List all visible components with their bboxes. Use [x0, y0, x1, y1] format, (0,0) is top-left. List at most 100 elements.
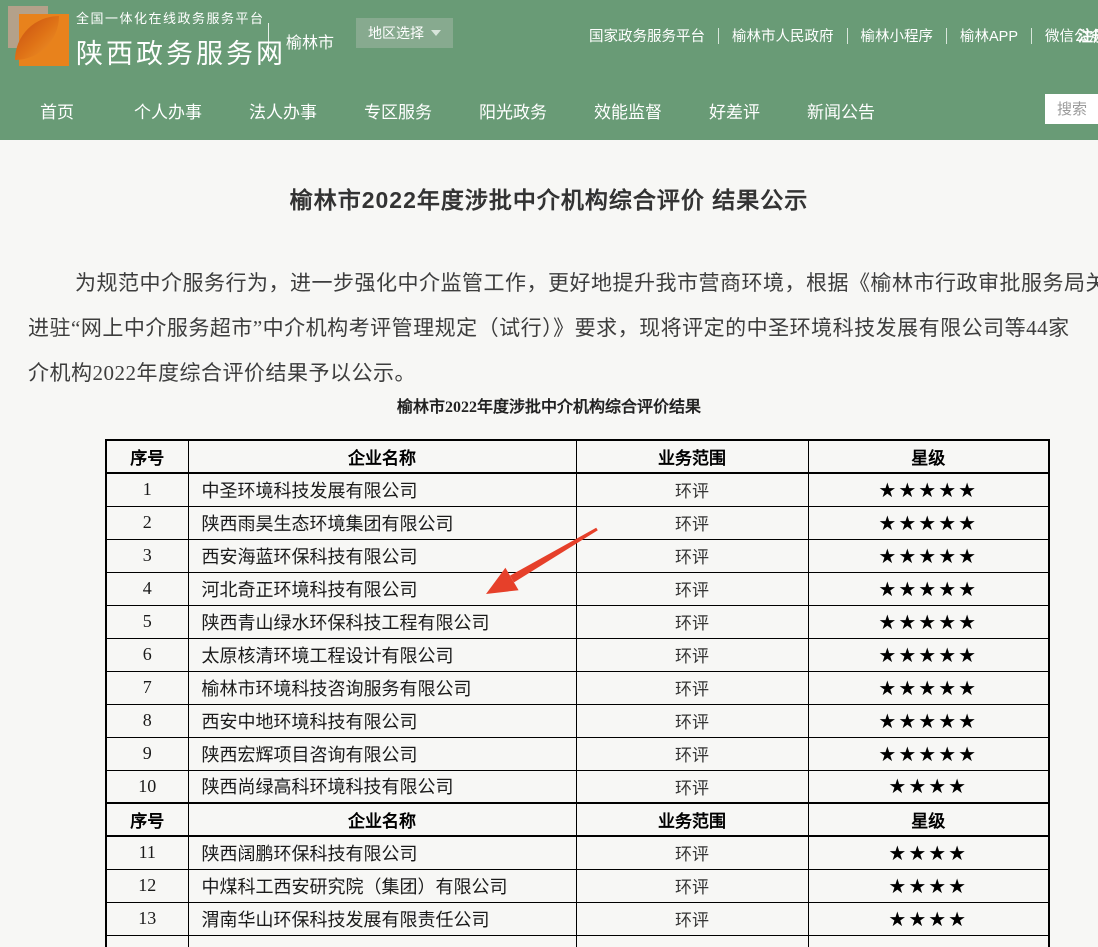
- table-row: 9 陕西宏辉项目咨询有限公司 环评 ★★★★★: [105, 736, 1050, 771]
- cell-scope: 环评: [575, 703, 809, 738]
- cell-no: 4: [105, 571, 189, 606]
- top-link-5[interactable]: 微信公众号: [1045, 29, 1098, 45]
- cell-stars: ★★★★★: [807, 538, 1050, 573]
- cell-no: 3: [105, 538, 189, 573]
- column-header: 序号: [105, 439, 189, 474]
- table-row-partial: [105, 934, 1050, 947]
- cell-scope: 环评: [575, 604, 809, 639]
- cell-scope: 环评: [575, 472, 809, 507]
- cell-empty: [807, 934, 1050, 947]
- cell-empty: [575, 934, 809, 947]
- cell-stars: ★★★★: [807, 769, 1050, 804]
- main-nav: 首页 个人办事 法人办事 专区服务 阳光政务 效能监督 好差评 新闻公告: [0, 85, 875, 135]
- article-content: 榆林市2022年度涉批中介机构综合评价 结果公示 为规范中介服务行为，进一步强化…: [0, 140, 1098, 947]
- cell-stars: ★★★★★: [807, 604, 1050, 639]
- cell-stars: ★★★★★: [807, 670, 1050, 705]
- page-title: 榆林市2022年度涉批中介机构综合评价 结果公示: [289, 187, 809, 213]
- cell-no: 12: [105, 868, 189, 903]
- column-header: 序号: [105, 802, 189, 837]
- paragraph-line: 为规范中介服务行为，进一步强化中介监管工作，更好地提升我市营商环境，根据《榆林市…: [75, 271, 1098, 295]
- cell-no: 13: [105, 901, 189, 936]
- cell-company: 陕西雨昊生态环境集团有限公司: [187, 505, 577, 540]
- table-row: 12 中煤科工西安研究院（集团）有限公司 环评 ★★★★: [105, 868, 1050, 903]
- cell-stars: ★★★★: [807, 901, 1050, 936]
- top-link-3[interactable]: 榆林小程序: [860, 29, 934, 45]
- column-header: 星级: [807, 439, 1050, 474]
- cell-scope: 环评: [575, 769, 809, 804]
- top-link-1[interactable]: 国家政务服务平台: [589, 29, 705, 45]
- table-header-row: 序号 企业名称 业务范围 星级: [105, 802, 1050, 837]
- cell-stars: ★★★★★: [807, 736, 1050, 771]
- cell-scope: 环评: [575, 505, 809, 540]
- cell-company: 中煤科工西安研究院（集团）有限公司: [187, 868, 577, 903]
- site-name: 陕西政务服务网: [76, 39, 286, 69]
- table-row: 6 太原核清环境工程设计有限公司 环评 ★★★★★: [105, 637, 1050, 672]
- table-header-row: 序号 企业名称 业务范围 星级: [105, 439, 1050, 474]
- cell-company: 中圣环境科技发展有限公司: [187, 472, 577, 507]
- nav-item-4[interactable]: 专区服务: [364, 102, 432, 122]
- column-header: 星级: [807, 802, 1050, 837]
- divider: [1031, 27, 1033, 44]
- nav-item-3[interactable]: 法人办事: [249, 102, 317, 122]
- table-row: 13 渭南华山环保科技发展有限责任公司 环评 ★★★★: [105, 901, 1050, 936]
- table-row: 4 河北奇正环境科技有限公司 环评 ★★★★★: [105, 571, 1050, 606]
- table-row: 1 中圣环境科技发展有限公司 环评 ★★★★★: [105, 472, 1050, 507]
- paragraph-line: 进驻“网上中介服务超市”中介机构考评管理规定（试行）》要求，现将评定的中圣环境科…: [28, 316, 1070, 340]
- divider: [846, 27, 848, 44]
- chevron-down-icon: [431, 30, 441, 36]
- cell-no: 7: [105, 670, 189, 705]
- cell-company: 西安中地环境科技有限公司: [187, 703, 577, 738]
- search-input[interactable]: [1045, 94, 1098, 124]
- table-row: 10 陕西尚绿高科环境科技有限公司 环评 ★★★★: [105, 769, 1050, 804]
- cell-company: 太原核清环境工程设计有限公司: [187, 637, 577, 672]
- current-city-label: 榆林市: [286, 35, 335, 52]
- cell-scope: 环评: [575, 901, 809, 936]
- nav-item-6[interactable]: 效能监督: [594, 102, 662, 122]
- region-selector-button[interactable]: 地区选择: [356, 18, 453, 48]
- nav-item-5[interactable]: 阳光政务: [479, 102, 547, 122]
- cell-scope: 环评: [575, 670, 809, 705]
- notice-paragraph: 为规范中介服务行为，进一步强化中介监管工作，更好地提升我市营商环境，根据《榆林市…: [28, 261, 1098, 396]
- divider: [718, 27, 719, 44]
- cell-company: 渭南华山环保科技发展有限责任公司: [187, 901, 577, 936]
- cell-no: 1: [105, 472, 189, 507]
- table-row: 8 西安中地环境科技有限公司 环评 ★★★★★: [105, 703, 1050, 738]
- register-link[interactable]: 注册: [1078, 28, 1098, 45]
- nav-item-1[interactable]: 首页: [40, 102, 74, 122]
- cell-stars: ★★★★: [807, 868, 1050, 903]
- top-link-2[interactable]: 榆林市人民政府: [732, 29, 834, 45]
- cell-scope: 环评: [575, 868, 809, 903]
- cell-scope: 环评: [575, 835, 809, 870]
- top-link-4[interactable]: 榆林APP: [960, 29, 1019, 45]
- cell-stars: ★★★★: [807, 835, 1050, 870]
- cell-company: 陕西青山绿水环保科技工程有限公司: [187, 604, 577, 639]
- top-links: 国家政务服务平台 榆林市人民政府 榆林小程序 榆林APP 微信公众号: [576, 25, 1098, 46]
- column-header: 业务范围: [575, 802, 809, 837]
- divider: [946, 27, 947, 44]
- table-row: 5 陕西青山绿水环保科技工程有限公司 环评 ★★★★★: [105, 604, 1050, 639]
- cell-stars: ★★★★★: [807, 505, 1050, 540]
- paragraph-line: 介机构2022年度综合评价结果予以公示。: [28, 361, 416, 385]
- nav-item-8[interactable]: 新闻公告: [807, 102, 875, 122]
- cell-scope: 环评: [575, 571, 809, 606]
- site-header: 全国一体化在线政务服务平台 陕西政务服务网 榆林市 地区选择 国家政务服务平台 榆…: [0, 0, 1098, 140]
- region-selector-label: 地区选择: [368, 25, 424, 41]
- column-header: 企业名称: [187, 439, 577, 474]
- cell-no: 8: [105, 703, 189, 738]
- cell-stars: ★★★★★: [807, 703, 1050, 738]
- cell-scope: 环评: [575, 637, 809, 672]
- nav-item-7[interactable]: 好差评: [709, 102, 760, 122]
- table-row: 11 陕西阔鹏环保科技有限公司 环评 ★★★★: [105, 835, 1050, 870]
- cell-empty: [187, 934, 577, 947]
- nav-item-2[interactable]: 个人办事: [134, 102, 202, 122]
- cell-scope: 环评: [575, 736, 809, 771]
- cell-company: 西安海蓝环保科技有限公司: [187, 538, 577, 573]
- cell-no: 2: [105, 505, 189, 540]
- cell-company: 河北奇正环境科技有限公司: [187, 571, 577, 606]
- cell-no: 9: [105, 736, 189, 771]
- cell-scope: 环评: [575, 538, 809, 573]
- cell-stars: ★★★★★: [807, 472, 1050, 507]
- cell-company: 陕西阔鹏环保科技有限公司: [187, 835, 577, 870]
- cell-no: 6: [105, 637, 189, 672]
- site-title-block: 全国一体化在线政务服务平台 陕西政务服务网: [76, 8, 286, 71]
